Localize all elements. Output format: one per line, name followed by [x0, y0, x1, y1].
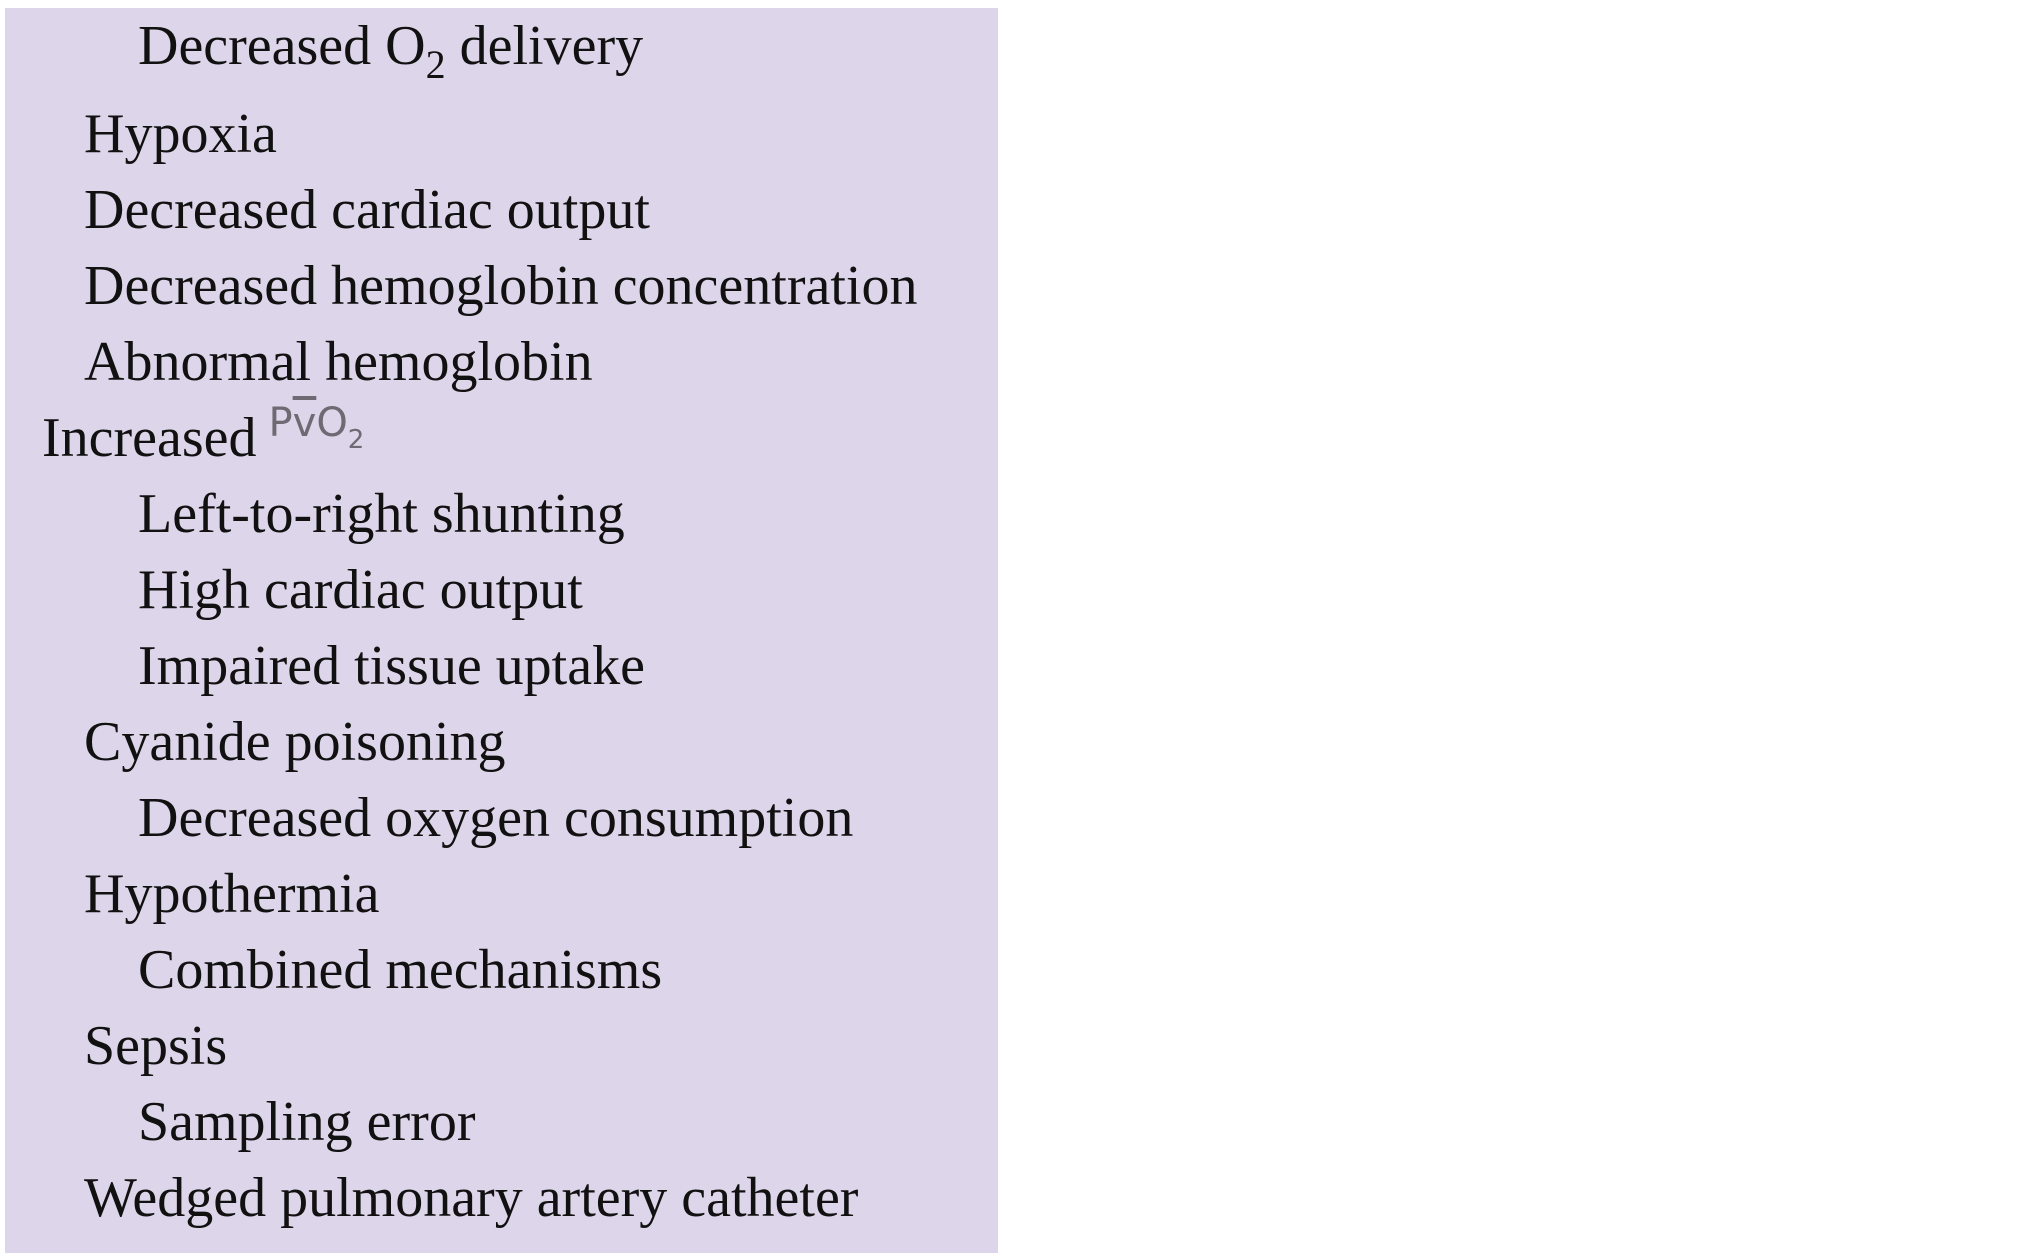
- item-text: Abnormal hemoglobin: [84, 331, 593, 393]
- item-text: Decreased hemoglobin concentration: [84, 255, 918, 317]
- item-text: Hypothermia: [84, 863, 380, 925]
- list-item: Combined mechanisms: [5, 932, 662, 1008]
- list-item: Cyanide poisoning: [5, 704, 506, 780]
- list-item: Decreased cardiac output: [5, 172, 650, 248]
- list-item: Decreased hemoglobin concentration: [5, 248, 917, 324]
- list-item: High cardiac output: [5, 552, 583, 628]
- subscript: 2: [425, 42, 446, 87]
- item-text: High cardiac output: [138, 559, 583, 621]
- list-item: Abnormal hemoglobin: [5, 324, 593, 400]
- list-item: Wedged pulmonary artery catheter: [5, 1160, 858, 1236]
- causes-list-panel: Decreased O2 delivery Hypoxia Decreased …: [5, 8, 998, 1253]
- list-item: Decreased O2 delivery: [5, 8, 644, 87]
- item-text: Impaired tissue uptake: [138, 635, 645, 697]
- item-text: Sampling error: [138, 1091, 476, 1153]
- item-text: Increased: [42, 407, 257, 469]
- symbol-v-bar: v: [292, 400, 317, 446]
- symbol-text: PvO: [268, 400, 348, 446]
- pvo2-symbol: PvO2: [268, 400, 365, 453]
- list-item: Sampling error: [5, 1084, 475, 1160]
- item-text: Decreased cardiac output: [84, 179, 650, 241]
- item-text: Left-to-right shunting: [138, 483, 625, 545]
- item-text: Sepsis: [84, 1015, 228, 1077]
- list-item: Impaired tissue uptake: [5, 628, 645, 704]
- list-item: Left-to-right shunting: [5, 476, 625, 552]
- list-item: Decreased oxygen consumption: [5, 780, 853, 856]
- item-text-after: delivery: [445, 15, 644, 77]
- item-text: Hypoxia: [84, 103, 277, 165]
- list-item: Sepsis: [5, 1008, 227, 1084]
- symbol-subscript: 2: [347, 425, 365, 455]
- item-text: Decreased O: [138, 15, 426, 77]
- item-text: Decreased oxygen consumption: [138, 787, 854, 849]
- list-item: Hypoxia: [5, 96, 277, 172]
- item-text: Wedged pulmonary artery catheter: [84, 1167, 859, 1229]
- list-item: Hypothermia: [5, 856, 379, 932]
- item-text: Combined mechanisms: [138, 939, 663, 1001]
- list-heading: Increased PvO2: [5, 400, 364, 476]
- item-text: Cyanide poisoning: [84, 711, 506, 773]
